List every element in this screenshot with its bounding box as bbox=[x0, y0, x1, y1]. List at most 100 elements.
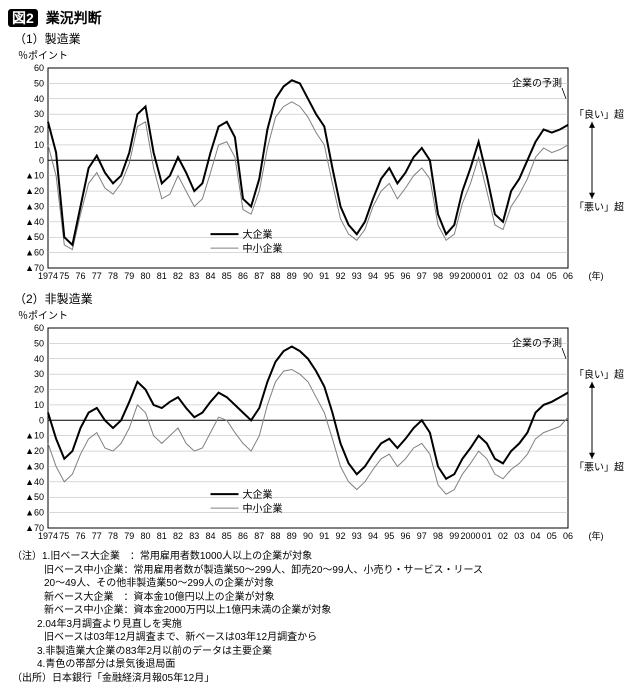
svg-text:10: 10 bbox=[34, 400, 44, 410]
svg-text:75: 75 bbox=[59, 271, 69, 281]
figure-title: 図2 業況判断 bbox=[8, 8, 622, 28]
svg-text:06: 06 bbox=[563, 271, 573, 281]
svg-text:77: 77 bbox=[92, 271, 102, 281]
svg-text:86: 86 bbox=[238, 531, 248, 541]
svg-text:0: 0 bbox=[39, 155, 44, 165]
svg-text:40: 40 bbox=[34, 354, 44, 364]
svg-text:▲10: ▲10 bbox=[25, 171, 44, 181]
notes-line: （注）1.旧ベース大企業 ：常用雇用者数1000人以上の企業が対象 bbox=[12, 550, 618, 564]
svg-text:10: 10 bbox=[34, 140, 44, 150]
svg-text:76: 76 bbox=[75, 271, 85, 281]
svg-text:中小企業: 中小企業 bbox=[243, 502, 283, 515]
figure-title-text: 業況判断 bbox=[46, 10, 102, 26]
svg-text:2000: 2000 bbox=[460, 531, 480, 541]
notes-line: 20～49人、その他非製造業50～299人の企業が対象 bbox=[44, 577, 618, 591]
svg-text:02: 02 bbox=[498, 531, 508, 541]
figure-number: 図2 bbox=[8, 9, 38, 27]
svg-text:(年): (年) bbox=[589, 530, 604, 541]
svg-text:82: 82 bbox=[173, 271, 183, 281]
svg-text:81: 81 bbox=[157, 271, 167, 281]
svg-text:中小企業: 中小企業 bbox=[243, 242, 283, 255]
svg-text:84: 84 bbox=[205, 531, 215, 541]
svg-text:83: 83 bbox=[189, 531, 199, 541]
svg-text:05: 05 bbox=[547, 271, 557, 281]
panel2-chart: 6050403020100▲10▲20▲30▲40▲50▲60▲70197475… bbox=[16, 324, 614, 544]
svg-text:91: 91 bbox=[319, 531, 329, 541]
svg-text:98: 98 bbox=[433, 271, 443, 281]
svg-text:98: 98 bbox=[433, 531, 443, 541]
svg-text:76: 76 bbox=[75, 531, 85, 541]
panel1-chart: 6050403020100▲10▲20▲30▲40▲50▲60▲70197475… bbox=[16, 64, 614, 284]
svg-text:99: 99 bbox=[449, 271, 459, 281]
svg-text:2000: 2000 bbox=[460, 271, 480, 281]
notes-line: 4.青色の帯部分は景気後退局面 bbox=[37, 658, 618, 672]
svg-text:99: 99 bbox=[449, 531, 459, 541]
notes-line: 3.非製造業大企業の83年2月以前のデータは主要企業 bbox=[37, 645, 618, 659]
svg-text:大企業: 大企業 bbox=[243, 488, 273, 501]
svg-text:▲50: ▲50 bbox=[25, 492, 44, 502]
notes-line: 旧ベース中小企業：常用雇用者数が製造業50～299人、卸売20～99人、小売り・… bbox=[44, 564, 618, 578]
svg-text:(年): (年) bbox=[589, 270, 604, 281]
svg-text:企業の予測: 企業の予測 bbox=[512, 336, 562, 349]
svg-text:▲20: ▲20 bbox=[25, 186, 44, 196]
svg-text:89: 89 bbox=[287, 531, 297, 541]
svg-text:81: 81 bbox=[157, 531, 167, 541]
svg-text:03: 03 bbox=[514, 271, 524, 281]
svg-text:91: 91 bbox=[319, 271, 329, 281]
svg-text:30: 30 bbox=[34, 369, 44, 379]
svg-text:90: 90 bbox=[303, 271, 313, 281]
svg-text:85: 85 bbox=[222, 531, 232, 541]
svg-text:92: 92 bbox=[335, 531, 345, 541]
panel1-svg: 6050403020100▲10▲20▲30▲40▲50▲60▲70197475… bbox=[16, 64, 626, 284]
svg-text:04: 04 bbox=[530, 531, 540, 541]
svg-text:83: 83 bbox=[189, 271, 199, 281]
svg-text:85: 85 bbox=[222, 271, 232, 281]
svg-text:87: 87 bbox=[254, 271, 264, 281]
svg-text:20: 20 bbox=[34, 125, 44, 135]
svg-text:40: 40 bbox=[34, 94, 44, 104]
svg-text:04: 04 bbox=[530, 271, 540, 281]
svg-text:80: 80 bbox=[140, 271, 150, 281]
svg-text:86: 86 bbox=[238, 271, 248, 281]
svg-text:92: 92 bbox=[335, 271, 345, 281]
svg-text:01: 01 bbox=[482, 271, 492, 281]
svg-text:「悪い」超: 「悪い」超 bbox=[574, 200, 624, 213]
svg-text:▲30: ▲30 bbox=[25, 461, 44, 471]
panel2-unit: ％ポイント bbox=[18, 307, 622, 322]
svg-text:94: 94 bbox=[368, 271, 378, 281]
svg-text:06: 06 bbox=[563, 531, 573, 541]
svg-text:「良い」超: 「良い」超 bbox=[574, 108, 624, 121]
svg-text:▲40: ▲40 bbox=[25, 477, 44, 487]
svg-text:▲60: ▲60 bbox=[25, 248, 44, 258]
svg-text:03: 03 bbox=[514, 531, 524, 541]
svg-text:82: 82 bbox=[173, 531, 183, 541]
notes-line: 旧ベースは03年12月調査まで、新ベースは03年12月調査から bbox=[44, 631, 618, 645]
notes-block: （注）1.旧ベース大企業 ：常用雇用者数1000人以上の企業が対象 旧ベース中小… bbox=[12, 550, 618, 685]
svg-text:96: 96 bbox=[400, 531, 410, 541]
svg-text:88: 88 bbox=[270, 271, 280, 281]
svg-text:▲10: ▲10 bbox=[25, 431, 44, 441]
svg-text:97: 97 bbox=[417, 531, 427, 541]
svg-text:30: 30 bbox=[34, 109, 44, 119]
svg-text:95: 95 bbox=[384, 271, 394, 281]
svg-text:企業の予測: 企業の予測 bbox=[512, 76, 562, 89]
svg-text:20: 20 bbox=[34, 385, 44, 395]
svg-text:60: 60 bbox=[34, 324, 44, 333]
svg-text:▲60: ▲60 bbox=[25, 508, 44, 518]
svg-text:75: 75 bbox=[59, 531, 69, 541]
svg-text:▲30: ▲30 bbox=[25, 201, 44, 211]
svg-text:77: 77 bbox=[92, 531, 102, 541]
svg-text:0: 0 bbox=[39, 415, 44, 425]
svg-text:95: 95 bbox=[384, 531, 394, 541]
svg-text:93: 93 bbox=[352, 271, 362, 281]
svg-text:78: 78 bbox=[108, 271, 118, 281]
panel2-subtitle: （2）非製造業 bbox=[14, 290, 622, 307]
svg-text:78: 78 bbox=[108, 531, 118, 541]
svg-text:80: 80 bbox=[140, 531, 150, 541]
svg-text:90: 90 bbox=[303, 531, 313, 541]
svg-text:▲40: ▲40 bbox=[25, 217, 44, 227]
notes-line: 新ベース中小企業：資本金2000万円以上1億円未満の企業が対象 bbox=[44, 604, 618, 618]
svg-text:88: 88 bbox=[270, 531, 280, 541]
svg-text:05: 05 bbox=[547, 531, 557, 541]
notes-line: 2.04年3月調査より見直しを実施 bbox=[37, 618, 618, 632]
